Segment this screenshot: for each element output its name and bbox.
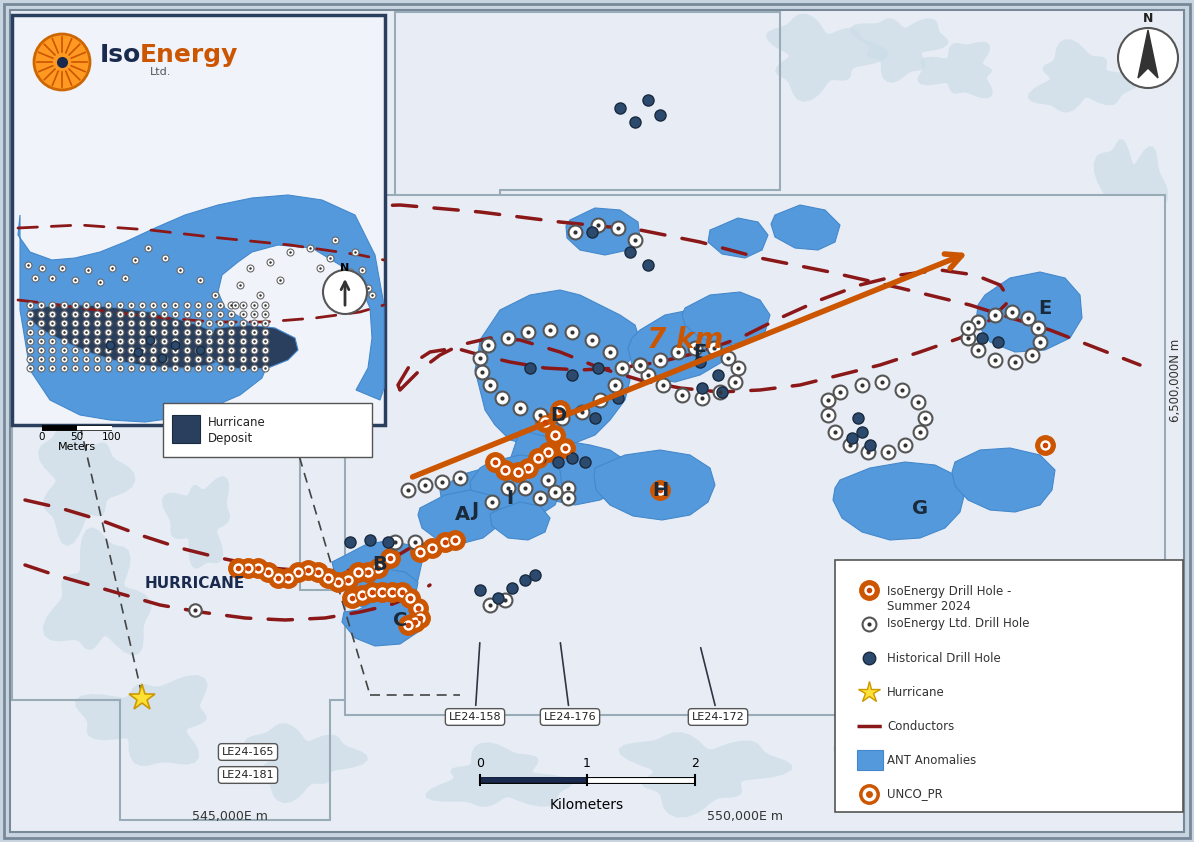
Text: 7 km: 7 km xyxy=(647,326,724,354)
Polygon shape xyxy=(1028,40,1139,113)
Text: G: G xyxy=(912,498,928,518)
Polygon shape xyxy=(1052,505,1151,636)
Text: HURRICANE: HURRICANE xyxy=(144,575,245,590)
Polygon shape xyxy=(38,419,136,546)
Polygon shape xyxy=(833,462,965,540)
Polygon shape xyxy=(618,733,792,818)
Text: Conductors: Conductors xyxy=(887,720,954,733)
Polygon shape xyxy=(593,450,715,520)
Text: C: C xyxy=(393,610,407,630)
Text: Hurricane: Hurricane xyxy=(887,685,944,699)
Text: LE24-181: LE24-181 xyxy=(222,770,275,780)
Polygon shape xyxy=(765,13,888,102)
Text: LE24-176: LE24-176 xyxy=(543,642,596,722)
Text: N: N xyxy=(340,263,350,273)
Text: E: E xyxy=(1039,299,1052,317)
Text: D: D xyxy=(550,406,566,424)
Bar xyxy=(172,415,201,443)
FancyBboxPatch shape xyxy=(164,403,373,457)
Polygon shape xyxy=(490,502,550,540)
Text: Deposit: Deposit xyxy=(208,431,253,445)
Text: 50: 50 xyxy=(70,432,84,442)
Text: 0: 0 xyxy=(476,757,484,770)
Text: IsoEnergy Ltd. Drill Hole: IsoEnergy Ltd. Drill Hole xyxy=(887,617,1029,631)
Text: Historical Drill Hole: Historical Drill Hole xyxy=(887,652,1001,664)
Text: Ltd.: Ltd. xyxy=(150,67,172,77)
Polygon shape xyxy=(208,325,298,370)
Polygon shape xyxy=(850,19,948,83)
Text: F: F xyxy=(694,343,707,361)
Polygon shape xyxy=(441,465,548,528)
Circle shape xyxy=(324,270,367,314)
Text: 2: 2 xyxy=(691,757,698,770)
Bar xyxy=(857,750,884,770)
Bar xyxy=(12,15,384,425)
Polygon shape xyxy=(1094,139,1168,281)
Polygon shape xyxy=(470,455,562,522)
Text: Iso: Iso xyxy=(100,43,141,67)
Text: 1: 1 xyxy=(583,757,591,770)
Text: J: J xyxy=(472,500,479,520)
Polygon shape xyxy=(1138,30,1158,78)
Text: 0: 0 xyxy=(38,432,45,442)
Text: I: I xyxy=(506,488,513,508)
Text: 550,000E m: 550,000E m xyxy=(707,810,783,823)
Polygon shape xyxy=(161,476,230,568)
Bar xyxy=(345,195,1165,715)
Polygon shape xyxy=(245,723,368,803)
Text: LE24-158: LE24-158 xyxy=(449,642,501,722)
Text: N: N xyxy=(1143,12,1153,25)
Polygon shape xyxy=(75,675,208,766)
Polygon shape xyxy=(475,290,640,450)
Polygon shape xyxy=(418,490,500,544)
Circle shape xyxy=(33,34,90,90)
Text: Hurricane: Hurricane xyxy=(208,415,266,429)
Polygon shape xyxy=(917,41,993,99)
Text: 6,500,000N m: 6,500,000N m xyxy=(1169,338,1182,422)
Text: ANT Anomalies: ANT Anomalies xyxy=(887,754,977,766)
Polygon shape xyxy=(952,448,1055,512)
Polygon shape xyxy=(27,305,232,368)
Text: Meters: Meters xyxy=(59,442,96,452)
Polygon shape xyxy=(345,568,418,612)
Text: 545,000E m: 545,000E m xyxy=(192,810,267,823)
Text: Summer 2024: Summer 2024 xyxy=(887,600,971,613)
Text: 100: 100 xyxy=(103,432,122,442)
Text: Energy: Energy xyxy=(140,43,239,67)
Text: LE24-172: LE24-172 xyxy=(691,647,744,722)
Polygon shape xyxy=(708,218,768,258)
Text: UNCO_PR: UNCO_PR xyxy=(887,787,943,801)
Polygon shape xyxy=(332,540,421,596)
Text: Kilometers: Kilometers xyxy=(550,798,624,812)
Polygon shape xyxy=(341,598,420,646)
Polygon shape xyxy=(771,205,841,250)
Polygon shape xyxy=(566,208,640,255)
Polygon shape xyxy=(510,430,630,505)
Text: H: H xyxy=(652,481,669,499)
Polygon shape xyxy=(43,527,152,656)
Polygon shape xyxy=(628,310,732,382)
Bar xyxy=(835,560,1183,812)
Polygon shape xyxy=(1087,300,1145,460)
Text: B: B xyxy=(373,556,387,574)
Polygon shape xyxy=(18,195,384,422)
Text: IsoEnergy Drill Hole -: IsoEnergy Drill Hole - xyxy=(887,585,1011,598)
Polygon shape xyxy=(975,272,1082,352)
Text: A: A xyxy=(455,505,469,525)
Circle shape xyxy=(1118,28,1178,88)
Polygon shape xyxy=(833,726,952,794)
Polygon shape xyxy=(682,292,770,345)
Polygon shape xyxy=(425,742,573,807)
Text: LE24-165: LE24-165 xyxy=(222,747,275,757)
